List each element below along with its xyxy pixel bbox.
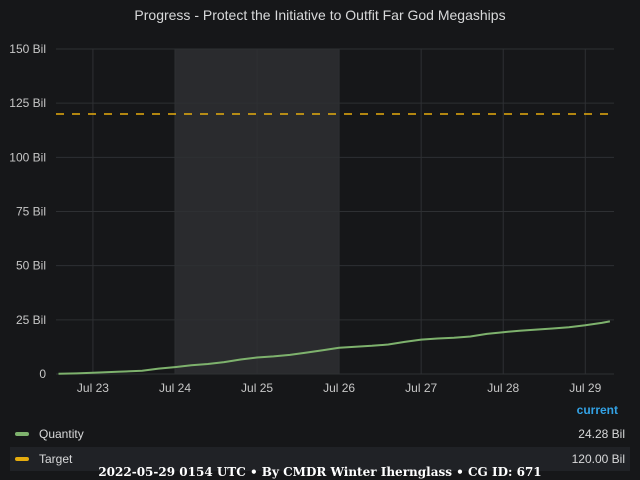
footer-credit: 2022-05-29 0154 UTC • By CMDR Winter Ihe… (98, 465, 542, 479)
y-tick-label: 75 Bil (16, 205, 46, 219)
legend-item-target[interactable]: Target 120.00 Bil (10, 447, 630, 471)
y-tick-label: 0 (39, 367, 46, 381)
y-tick-label: 50 Bil (16, 259, 46, 273)
legend-value: 120.00 Bil (571, 452, 625, 466)
legend-label: Quantity (39, 427, 84, 441)
y-tick-label: 100 Bil (9, 150, 46, 164)
legend-current-header[interactable]: current (576, 403, 618, 417)
x-tick-label: Jul 29 (569, 381, 601, 395)
legend-value: 24.28 Bil (578, 427, 625, 441)
legend-item-quantity[interactable]: Quantity 24.28 Bil (10, 422, 630, 446)
legend-swatch-target (15, 457, 29, 461)
y-tick-label: 25 Bil (16, 313, 46, 327)
line-chart: 0 25 Bil 50 Bil 75 Bil 100 Bil 125 Bil 150 Bil… (9, 42, 614, 395)
x-tick-label: Jul 28 (487, 381, 519, 395)
legend-swatch-quantity (15, 432, 29, 436)
y-tick-label: 150 Bil (9, 42, 46, 56)
legend-label: Target (39, 452, 73, 466)
series-line-quantity (58, 320, 611, 375)
chart-title: Progress - Protect the Initiative to Out… (134, 7, 506, 23)
y-tick-label: 125 Bil (9, 96, 46, 110)
x-tick-label: Jul 27 (405, 381, 437, 395)
x-tick-label: Jul 25 (241, 381, 273, 395)
x-tick-label: Jul 24 (159, 381, 191, 395)
x-tick-label: Jul 23 (77, 381, 109, 395)
x-tick-label: Jul 26 (323, 381, 355, 395)
